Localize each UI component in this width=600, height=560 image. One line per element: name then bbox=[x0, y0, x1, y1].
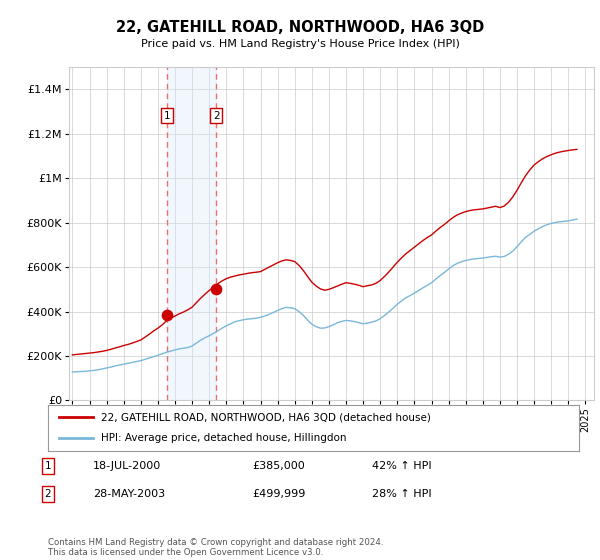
Point bbox=[211, 285, 221, 294]
Text: 18-JUL-2000: 18-JUL-2000 bbox=[93, 461, 161, 471]
Bar bbox=[167, 67, 216, 400]
Text: £499,999: £499,999 bbox=[252, 489, 305, 499]
Text: 42% ↑ HPI: 42% ↑ HPI bbox=[372, 461, 431, 471]
Text: Contains HM Land Registry data © Crown copyright and database right 2024.
This d: Contains HM Land Registry data © Crown c… bbox=[48, 538, 383, 557]
Text: 22, GATEHILL ROAD, NORTHWOOD, HA6 3QD: 22, GATEHILL ROAD, NORTHWOOD, HA6 3QD bbox=[116, 20, 484, 35]
Text: 28-MAY-2003: 28-MAY-2003 bbox=[93, 489, 165, 499]
Text: HPI: Average price, detached house, Hillingdon: HPI: Average price, detached house, Hill… bbox=[101, 433, 347, 444]
Text: 2: 2 bbox=[44, 489, 52, 499]
Text: £385,000: £385,000 bbox=[252, 461, 305, 471]
Text: 22, GATEHILL ROAD, NORTHWOOD, HA6 3QD (detached house): 22, GATEHILL ROAD, NORTHWOOD, HA6 3QD (d… bbox=[101, 412, 431, 422]
Text: Price paid vs. HM Land Registry's House Price Index (HPI): Price paid vs. HM Land Registry's House … bbox=[140, 39, 460, 49]
Text: 1: 1 bbox=[44, 461, 52, 471]
Text: 1: 1 bbox=[164, 110, 170, 120]
Text: 28% ↑ HPI: 28% ↑ HPI bbox=[372, 489, 431, 499]
Text: 2: 2 bbox=[213, 110, 220, 120]
Point bbox=[163, 310, 172, 319]
